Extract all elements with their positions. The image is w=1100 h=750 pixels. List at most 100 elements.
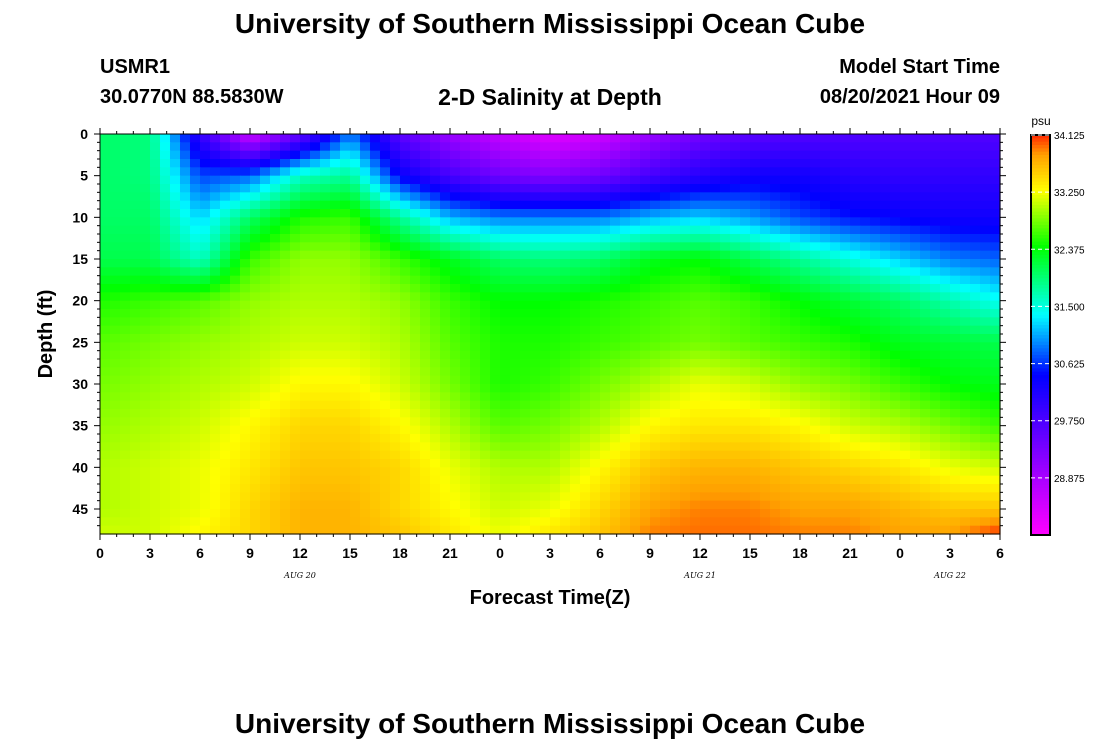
colorbar-segment xyxy=(1031,475,1050,479)
heatmap-cell xyxy=(400,400,411,410)
heatmap-cell xyxy=(740,392,751,402)
heatmap-cell xyxy=(790,142,801,152)
heatmap-cell xyxy=(570,242,581,252)
x-tick-label: 21 xyxy=(442,545,458,561)
heatmap-cell xyxy=(940,500,951,510)
heatmap-cell xyxy=(640,309,651,318)
heatmap-cell xyxy=(390,292,401,302)
heatmap-cell xyxy=(450,225,461,235)
heatmap-cell xyxy=(140,434,151,443)
heatmap-cell xyxy=(800,267,811,277)
heatmap-cell xyxy=(230,150,241,160)
heatmap-cell xyxy=(320,209,331,218)
heatmap-cell xyxy=(280,475,291,485)
heatmap-cell xyxy=(940,267,951,277)
heatmap-cell xyxy=(590,434,601,443)
heatmap-cell xyxy=(480,242,491,252)
heatmap-cell xyxy=(640,267,651,277)
heatmap-cell xyxy=(530,500,541,510)
heatmap-cell xyxy=(590,509,601,518)
heatmap-cell xyxy=(380,159,391,168)
heatmap-cell xyxy=(440,425,451,435)
heatmap-cell xyxy=(920,392,931,402)
heatmap-cell xyxy=(910,425,921,435)
heatmap-cell xyxy=(640,242,651,252)
heatmap-cell xyxy=(300,417,311,427)
heatmap-cell xyxy=(240,317,251,327)
heatmap-cell xyxy=(650,309,661,318)
heatmap-cell xyxy=(680,175,691,185)
heatmap-cell xyxy=(150,517,161,527)
heatmap-cell xyxy=(870,509,881,518)
heatmap-cell xyxy=(860,184,871,193)
heatmap-cell xyxy=(530,367,541,377)
heatmap-cell xyxy=(590,342,601,352)
heatmap-cell xyxy=(460,234,471,243)
heatmap-cell xyxy=(340,442,351,452)
heatmap-cell xyxy=(600,442,611,452)
heatmap-cell xyxy=(130,334,141,343)
heatmap-cell xyxy=(240,134,251,143)
heatmap-cell xyxy=(400,317,411,327)
heatmap-cell xyxy=(140,484,151,493)
heatmap-cell xyxy=(750,342,761,352)
heatmap-cell xyxy=(130,150,141,160)
heatmap-cell xyxy=(880,342,891,352)
heatmap-cell xyxy=(100,459,111,468)
heatmap-cell xyxy=(470,292,481,302)
model-start-value: 08/20/2021 Hour 09 xyxy=(819,86,1000,108)
heatmap-cell xyxy=(560,517,571,527)
heatmap-cell xyxy=(250,334,261,343)
heatmap-cell xyxy=(820,492,831,502)
heatmap-cell xyxy=(550,284,561,293)
heatmap-cell xyxy=(110,175,121,185)
heatmap-cell xyxy=(860,134,871,143)
heatmap-cell xyxy=(510,300,521,310)
heatmap-cell xyxy=(420,192,431,202)
heatmap-cell xyxy=(900,259,911,268)
heatmap-cell xyxy=(290,442,301,452)
heatmap-cell xyxy=(920,209,931,218)
heatmap-cell xyxy=(800,392,811,402)
heatmap-cell xyxy=(650,334,661,343)
heatmap-cell xyxy=(520,367,531,377)
heatmap-cell xyxy=(470,400,481,410)
heatmap-cell xyxy=(530,209,541,218)
heatmap-cell xyxy=(620,334,631,343)
heatmap-cell xyxy=(360,475,371,485)
heatmap-cell xyxy=(830,309,841,318)
heatmap-cell xyxy=(100,134,111,143)
heatmap-cell xyxy=(630,167,641,177)
colorbar-segment xyxy=(1031,195,1050,199)
heatmap-cell xyxy=(510,467,521,477)
heatmap-cell xyxy=(440,409,451,418)
heatmap-cell xyxy=(620,184,631,193)
heatmap-cell xyxy=(770,217,781,227)
heatmap-cell xyxy=(860,234,871,243)
heatmap-cell xyxy=(880,484,891,493)
heatmap-cell xyxy=(170,150,181,160)
heatmap-cell xyxy=(570,259,581,268)
heatmap-cell xyxy=(740,434,751,443)
heatmap-cell xyxy=(910,484,921,493)
heatmap-cell xyxy=(380,517,391,527)
heatmap-cell xyxy=(670,492,681,502)
heatmap-cell xyxy=(850,384,861,393)
heatmap-cell xyxy=(690,409,701,418)
heatmap-cell xyxy=(390,334,401,343)
heatmap-cell xyxy=(100,209,111,218)
heatmap-cell xyxy=(410,400,421,410)
heatmap-cell xyxy=(520,500,531,510)
heatmap-cell xyxy=(790,284,801,293)
heatmap-cell xyxy=(720,134,731,143)
heatmap-cell xyxy=(680,434,691,443)
heatmap-cell xyxy=(570,517,581,527)
heatmap-cell xyxy=(380,409,391,418)
heatmap-cell xyxy=(190,234,201,243)
heatmap-cell xyxy=(440,292,451,302)
heatmap-cell xyxy=(110,234,121,243)
heatmap-cell xyxy=(580,392,591,402)
heatmap-cell xyxy=(210,292,221,302)
heatmap-cell xyxy=(320,400,331,410)
heatmap-cell xyxy=(230,417,241,427)
